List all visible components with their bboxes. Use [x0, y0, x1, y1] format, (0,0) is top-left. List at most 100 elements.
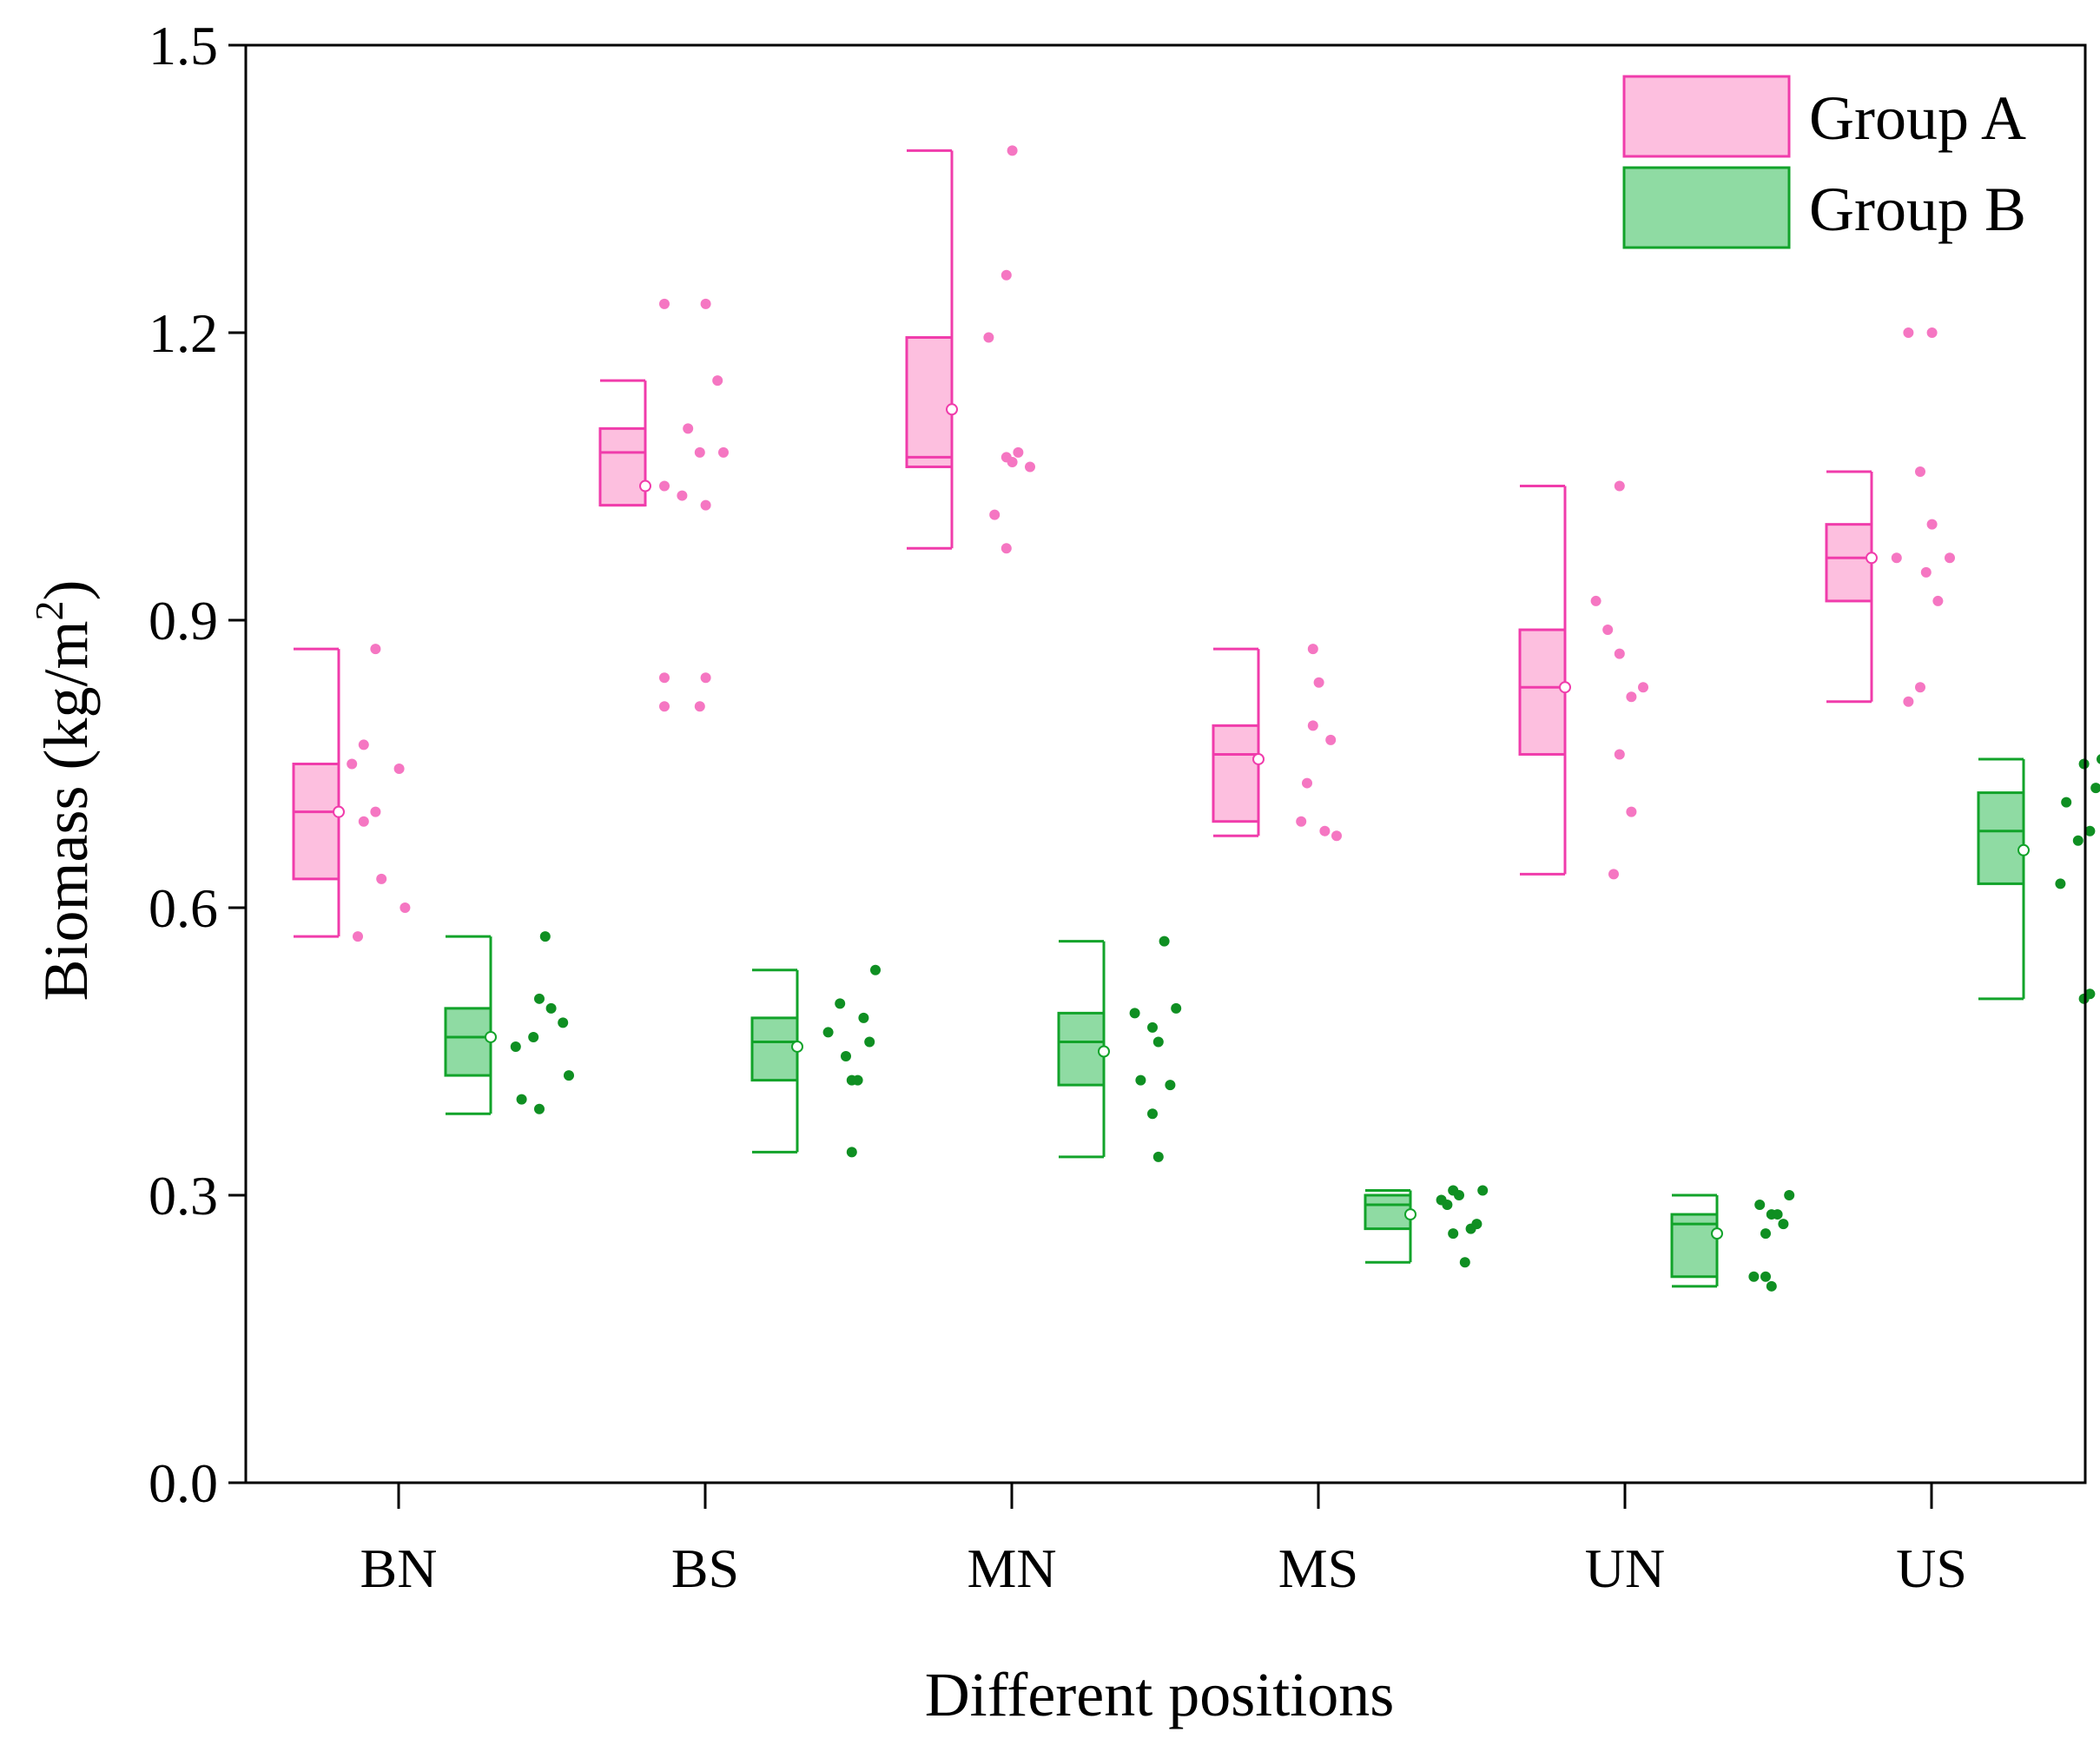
data-point — [1477, 1185, 1489, 1196]
y-axis-title: Biomass (kg/m2) — [27, 580, 101, 1002]
box-group-a-ms — [1212, 644, 1342, 842]
data-point — [347, 758, 358, 770]
data-point — [1000, 543, 1012, 554]
data-point — [393, 764, 405, 775]
data-point — [1165, 1080, 1176, 1091]
box-iqr — [1825, 523, 1873, 603]
box-iqr — [1212, 724, 1260, 823]
data-point — [370, 644, 381, 655]
data-point — [841, 1051, 851, 1062]
data-point — [659, 672, 670, 684]
data-point — [1766, 1280, 1777, 1292]
data-point — [1903, 327, 1914, 338]
x-tick-label: MN — [967, 1537, 1056, 1599]
box-group-b-ms — [1364, 1185, 1489, 1268]
y-axis-title-end: ) — [31, 580, 101, 601]
data-point — [989, 509, 1000, 520]
data-point — [1448, 1228, 1459, 1240]
data-point — [683, 423, 694, 434]
data-point — [1778, 1219, 1789, 1230]
legend-label-group-b: Group B — [1809, 175, 2026, 244]
data-point — [545, 1002, 557, 1014]
data-point — [712, 375, 723, 387]
x-tick-label: BS — [671, 1537, 739, 1599]
data-point — [870, 964, 881, 975]
data-point — [718, 446, 729, 458]
y-tick-label: 1.2 — [149, 302, 218, 364]
data-point — [1319, 825, 1331, 836]
box-group-b-us — [1977, 754, 2100, 1004]
data-point — [2084, 988, 2096, 1000]
data-point — [1471, 1219, 1483, 1230]
data-point — [2084, 825, 2096, 836]
data-point — [1302, 777, 1312, 789]
mean-marker — [1252, 752, 1265, 765]
data-point — [1784, 1190, 1795, 1200]
data-point — [2097, 754, 2100, 764]
y-axis-title-main: Biomass (kg/m — [31, 620, 101, 1001]
data-point — [852, 1074, 863, 1086]
data-point — [558, 1017, 569, 1028]
data-point — [1760, 1228, 1771, 1240]
box-iqr — [1364, 1193, 1412, 1231]
data-point — [822, 1027, 834, 1038]
x-tick-label: MS — [1278, 1537, 1359, 1599]
data-point — [694, 446, 705, 458]
data-point — [1772, 1209, 1783, 1220]
data-point — [846, 1147, 857, 1158]
y-tick-label: 0.0 — [149, 1452, 218, 1514]
x-tick-label: US — [1896, 1537, 1967, 1599]
box-group-a-bs — [598, 298, 729, 712]
x-axis-title: Different positions — [925, 1660, 1395, 1729]
data-point — [1325, 734, 1337, 745]
data-point — [700, 298, 711, 309]
box-iqr — [1977, 791, 2025, 885]
data-point — [1626, 806, 1637, 817]
data-point — [528, 1031, 539, 1042]
data-point — [983, 332, 994, 343]
box-group-b-bn — [444, 931, 574, 1115]
box-group-b-un — [1670, 1190, 1795, 1292]
data-point — [2090, 783, 2100, 794]
data-point — [694, 701, 705, 712]
data-point — [1926, 327, 1938, 338]
data-point — [858, 1012, 869, 1023]
mean-marker — [1559, 681, 1571, 694]
data-point — [1159, 936, 1170, 947]
mean-marker — [1404, 1208, 1417, 1221]
data-point — [1760, 1271, 1771, 1282]
data-point — [1000, 452, 1012, 463]
legend-swatch-group-a — [1622, 75, 1791, 158]
data-point — [1590, 595, 1601, 606]
data-point — [358, 816, 369, 827]
data-point — [1025, 461, 1035, 473]
y-axis-title-superscript: 2 — [27, 600, 71, 620]
data-point — [659, 298, 670, 309]
data-point — [370, 806, 381, 817]
data-point — [1915, 682, 1925, 693]
y-tick-label: 0.6 — [149, 877, 218, 939]
data-point — [1152, 1151, 1164, 1162]
data-point — [1614, 749, 1625, 760]
data-point — [1331, 830, 1342, 842]
data-point — [864, 1036, 875, 1048]
legend-label-group-a: Group A — [1809, 83, 2026, 153]
data-point — [700, 672, 711, 684]
data-point — [2055, 878, 2066, 889]
plot-frame — [244, 43, 2087, 1484]
box-group-a-bn — [292, 644, 411, 942]
mean-marker — [791, 1040, 803, 1053]
data-point — [1748, 1271, 1760, 1282]
data-point — [1920, 566, 1932, 578]
data-point — [1459, 1257, 1470, 1268]
data-point — [700, 499, 711, 511]
data-point — [1296, 816, 1307, 827]
data-point — [1926, 519, 1938, 530]
data-point — [1945, 552, 1955, 564]
data-point — [510, 1041, 521, 1052]
y-tick-label: 1.5 — [149, 15, 218, 76]
data-point — [358, 739, 369, 750]
data-point — [1614, 480, 1625, 492]
data-point — [1903, 696, 1914, 707]
data-point — [1626, 691, 1637, 703]
